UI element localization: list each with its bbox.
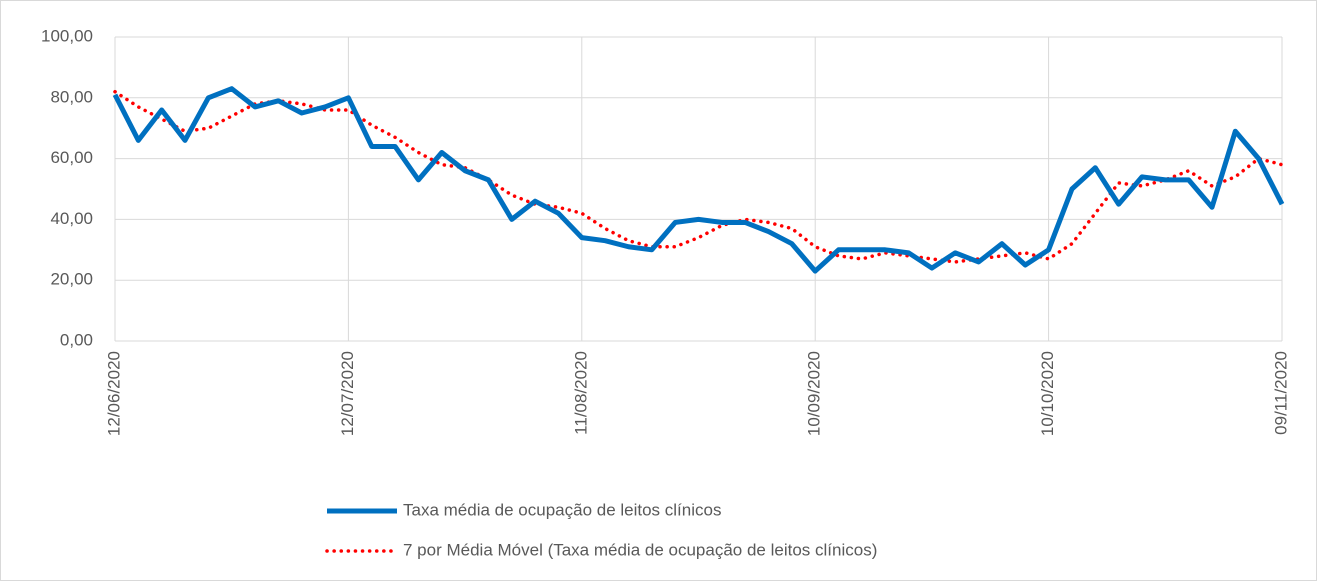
x-tick-label: 12/07/2020 <box>338 351 357 436</box>
series-line <box>112 86 1285 274</box>
x-tick-label: 10/10/2020 <box>1038 351 1057 436</box>
x-tick-label: 10/09/2020 <box>805 351 824 436</box>
x-tick-label: 11/08/2020 <box>571 351 590 435</box>
legend-label: 7 por Média Móvel (Taxa média de ocupaçã… <box>403 540 877 559</box>
y-tick-label: 20,00 <box>50 270 93 289</box>
legend-label: Taxa média de ocupação de leitos clínico… <box>403 500 721 519</box>
y-tick-label: 80,00 <box>50 87 93 106</box>
y-tick-label: 60,00 <box>50 148 93 167</box>
x-tick-label: 09/11/2020 <box>1271 351 1290 435</box>
x-tick-label: 12/06/2020 <box>104 351 123 436</box>
y-tick-label: 40,00 <box>50 209 93 228</box>
y-tick-label: 0,00 <box>60 330 93 349</box>
series-line <box>113 89 1284 264</box>
y-tick-label: 100,00 <box>41 26 93 45</box>
